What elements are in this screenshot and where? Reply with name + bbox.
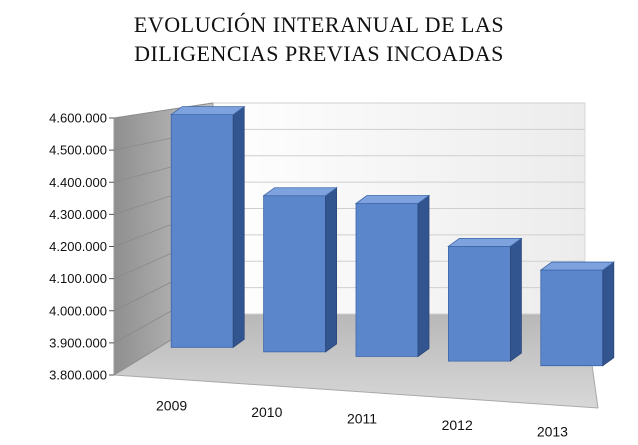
- bar-top: [262, 187, 338, 197]
- y-tick-label: 3.900.000: [49, 335, 107, 350]
- bar-top: [354, 195, 431, 204]
- y-tick-label: 3.800.000: [49, 368, 107, 383]
- gridline-side: [113, 102, 214, 119]
- y-tick-label: 4.500.000: [49, 143, 107, 158]
- y-tick-label: 4.200.000: [49, 239, 107, 254]
- bar: [447, 245, 511, 362]
- bar: [263, 195, 327, 353]
- y-tick-label: 4.300.000: [49, 207, 107, 222]
- y-tick-label: 4.600.000: [49, 111, 107, 126]
- bar-top: [539, 261, 616, 271]
- bar-top: [169, 106, 246, 116]
- chart-title-line-2: DILIGENCIAS PREVIAS INCOADAS: [134, 41, 504, 66]
- bar: [540, 269, 604, 367]
- bar-side: [325, 186, 338, 353]
- y-tick-label: 4.400.000: [49, 175, 107, 190]
- x-tick-label: 2011: [347, 411, 377, 427]
- x-tick-label: 2009: [156, 397, 187, 413]
- x-tick-label: 2012: [442, 417, 473, 433]
- bar-top: [447, 237, 523, 247]
- x-tick-label: 2013: [537, 424, 568, 440]
- bar-side: [417, 194, 430, 358]
- x-tick-label: 2010: [251, 404, 282, 420]
- y-tick-label: 4.100.000: [49, 271, 107, 286]
- chart-title-line-1: EVOLUCIÓN INTERANUAL DE LAS: [133, 12, 505, 37]
- bar-side: [602, 261, 615, 367]
- bar-side: [232, 105, 245, 349]
- y-tick-label: 4.000.000: [49, 303, 107, 318]
- bar: [355, 203, 419, 357]
- bar-side: [509, 237, 522, 362]
- bar: [170, 114, 234, 348]
